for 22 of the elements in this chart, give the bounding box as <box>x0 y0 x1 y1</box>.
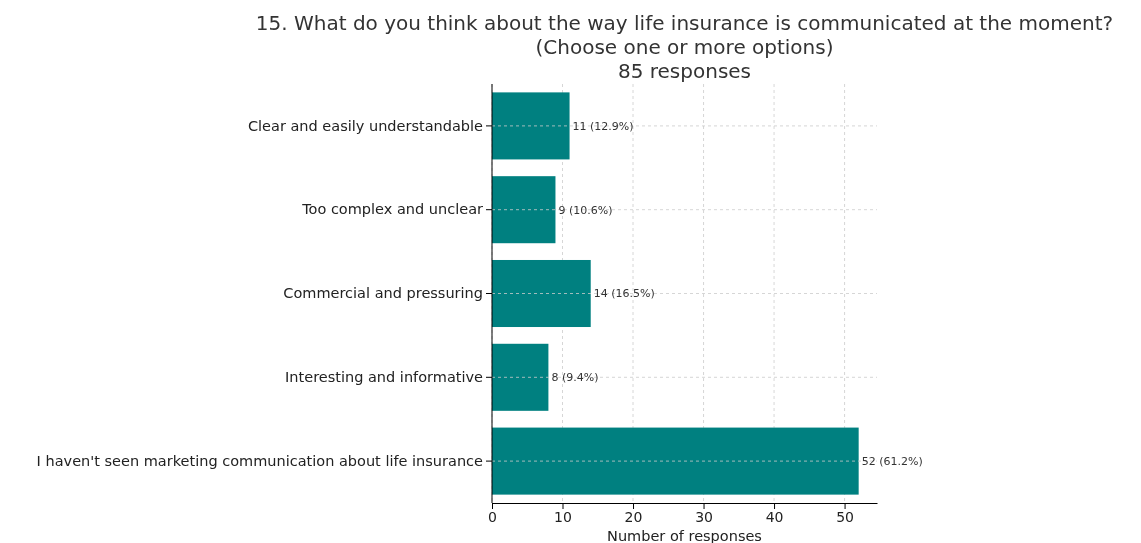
chart-title: 15. What do you think about the way life insurance is communicated at the moment? (Choose one or more options) 85 responses <box>255 11 1114 83</box>
x-tick-label: 30 <box>695 508 713 525</box>
data-label: 52 (61.2%) <box>861 454 923 468</box>
data-label: 14 (16.5%) <box>593 287 655 301</box>
bar <box>492 92 570 160</box>
data-label: 9 (10.6%) <box>558 203 613 217</box>
data-label: 8 (9.4%) <box>551 371 599 385</box>
y-tick-label: Too complex and unclear <box>301 201 484 218</box>
y-tick-label: I haven't seen marketing communication about life insurance <box>36 452 484 469</box>
bar <box>492 427 859 495</box>
x-tick-label: 40 <box>765 508 784 525</box>
bar <box>492 343 549 411</box>
y-tick-label: Commercial and pressuring <box>283 285 483 302</box>
x-tick-label: 50 <box>836 508 854 525</box>
bar <box>492 259 591 328</box>
x-tick-label: 20 <box>624 508 643 525</box>
x-tick-label: 0 <box>488 508 497 525</box>
data-label: 11 (12.9%) <box>572 119 634 133</box>
y-tick-label: Interesting and informative <box>285 368 484 385</box>
bar <box>492 176 556 244</box>
y-tick-label: Clear and easily understandable <box>247 117 484 134</box>
x-tick-label: 10 <box>554 508 572 525</box>
